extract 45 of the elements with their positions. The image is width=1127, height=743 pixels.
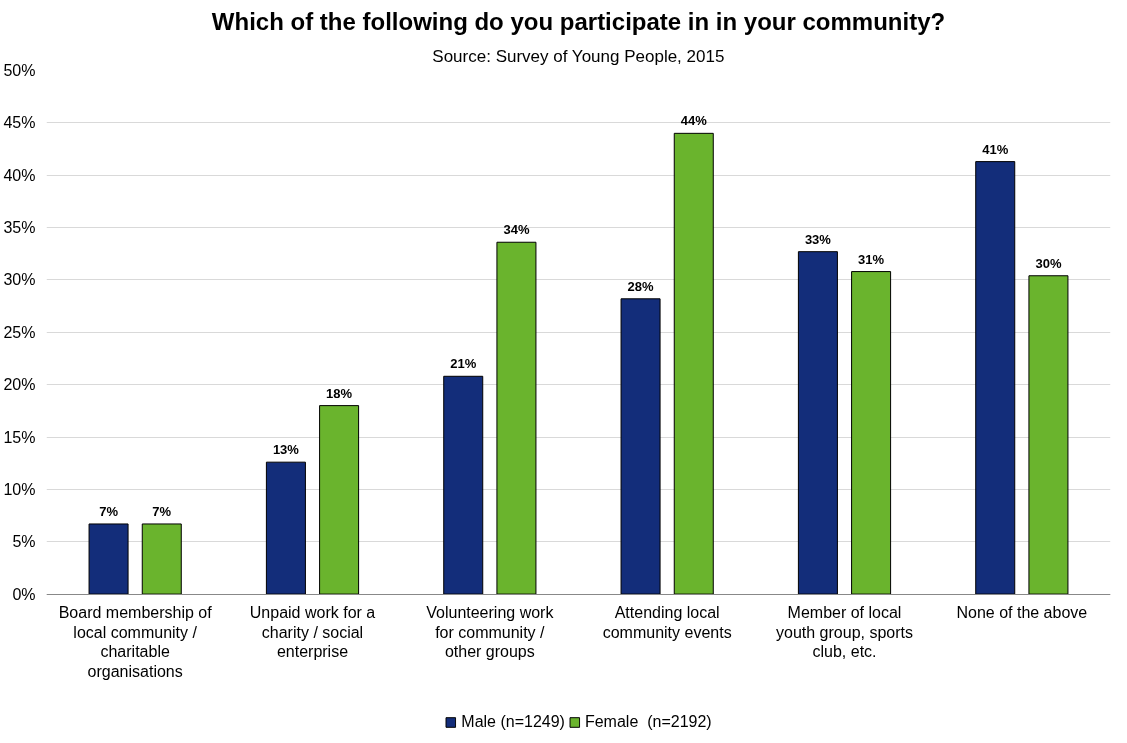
- bar: [797, 251, 838, 595]
- bar: [851, 271, 892, 595]
- bar: [443, 375, 484, 595]
- data-label: 31%: [858, 251, 885, 267]
- y-tick-label: 30%: [3, 271, 36, 289]
- bar: [319, 405, 360, 595]
- data-label: 21%: [450, 356, 477, 372]
- y-tick-label: 10%: [3, 480, 36, 498]
- data-label: 33%: [804, 231, 832, 247]
- bar: [673, 132, 714, 595]
- y-tick-label: 35%: [3, 219, 36, 237]
- data-label: 28%: [627, 278, 655, 294]
- y-tick-label: 45%: [3, 114, 36, 132]
- data-label: 44%: [680, 113, 708, 129]
- chart-title: Which of the following do you participate in in your community?: [211, 7, 946, 35]
- data-label: 7%: [99, 503, 119, 519]
- bar: [1028, 275, 1069, 595]
- x-tick-label: Unpaid work for a charity / social enterprise: [249, 604, 376, 661]
- data-label: 41%: [982, 141, 1009, 157]
- x-tick-label: Volunteering work for community / other groups: [426, 604, 555, 661]
- legend-label: Female (n=2192): [584, 713, 712, 731]
- data-label: 13%: [272, 442, 300, 458]
- bar: [496, 241, 537, 595]
- bar: [620, 298, 661, 595]
- bar: [88, 523, 129, 595]
- data-label: 7%: [152, 503, 172, 519]
- y-tick-label: 0%: [12, 585, 36, 603]
- y-tick-label: 15%: [3, 428, 36, 446]
- bar: [141, 523, 182, 595]
- y-tick-label: 20%: [3, 376, 36, 394]
- bar: [265, 461, 306, 595]
- legend-label: Male (n=1249): [461, 713, 565, 731]
- x-tick-label: None of the above: [956, 604, 1088, 622]
- x-tick-label: Attending local community events: [602, 604, 732, 641]
- y-tick-label: 40%: [3, 166, 36, 184]
- x-tick-label: Member of local youth group, sports club, etc.: [776, 604, 913, 661]
- y-tick-label: 5%: [12, 533, 36, 551]
- bar: [975, 161, 1016, 595]
- data-label: 18%: [326, 385, 353, 401]
- y-tick-label: 25%: [3, 323, 36, 341]
- chart-subtitle: Source: Survey of Young People, 2015: [432, 46, 725, 66]
- y-tick-label: 50%: [3, 62, 36, 79]
- data-label: 34%: [503, 222, 530, 238]
- x-tick-label: Board membership of local community / charitable organisations: [58, 604, 213, 680]
- data-label: 30%: [1035, 255, 1062, 271]
